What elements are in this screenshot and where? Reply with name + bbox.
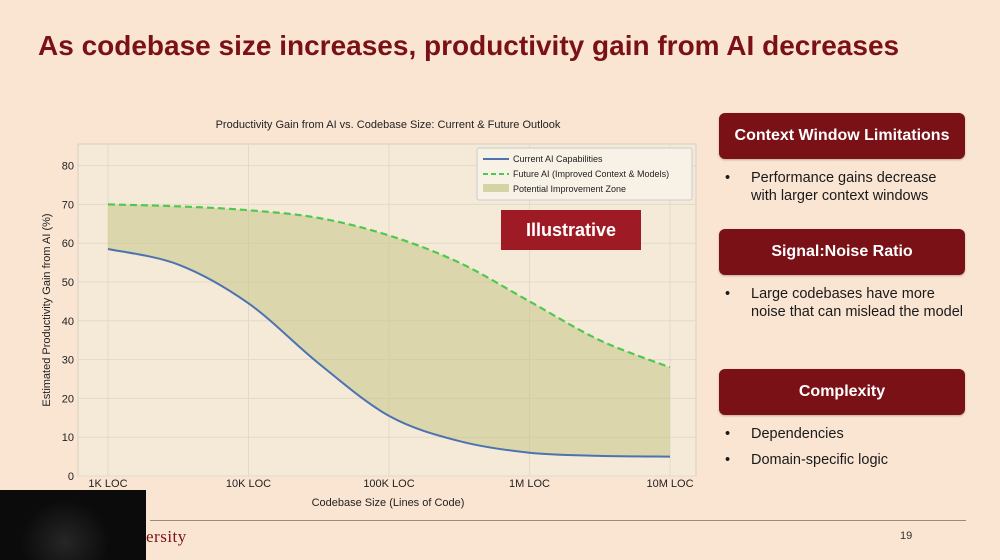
bullet-text: Domain-specific logic: [751, 452, 888, 468]
series-line-future: [107, 203, 671, 369]
list-item: • Performance gains decrease with larger…: [725, 169, 965, 205]
y-tick-label: 70: [62, 199, 74, 211]
legend-label-current: Current AI Capabilities: [513, 154, 603, 164]
list-item: • Dependencies: [725, 425, 965, 443]
legend-box: [476, 147, 693, 201]
section-complexity: Complexity • Dependencies • Domain-speci…: [719, 369, 965, 477]
x-tick-label: 100K LOC: [363, 478, 414, 490]
band-layer: [108, 204, 670, 457]
bullet-text: Performance gains decrease with larger c…: [751, 170, 937, 204]
section-signal-noise: Signal:Noise Ratio • Large codebases hav…: [719, 229, 965, 329]
slide-title: As codebase size increases, productivity…: [38, 30, 900, 61]
list-item: • Domain-specific logic: [725, 451, 965, 469]
legend-swatch-band: [483, 184, 509, 192]
section-header-complexity: Complexity: [719, 369, 965, 415]
y-tick-labels: 0 10 20 30 40 50 60 70 80: [62, 161, 74, 483]
legend-label-future: Future AI (Improved Context & Models): [513, 169, 669, 179]
legend-label-band: Potential Improvement Zone: [513, 184, 626, 194]
section-context-window: Context Window Limitations • Performance…: [719, 113, 965, 213]
webcam-overlay: [0, 490, 146, 560]
page-number: 19: [900, 530, 913, 542]
x-tick-label: 10K LOC: [226, 478, 271, 490]
illustrative-badge-bg: [501, 210, 641, 250]
x-tick-label: 1M LOC: [509, 478, 550, 490]
section-list-signal-noise: • Large codebases have more noise that c…: [719, 285, 965, 321]
section-header-signal-noise: Signal:Noise Ratio: [719, 229, 965, 275]
bullet-icon: •: [725, 170, 731, 186]
y-tick-label: 0: [68, 471, 74, 483]
illustrative-label: Illustrative: [526, 220, 616, 240]
improvement-zone-area: [108, 204, 670, 457]
chart-title: Productivity Gain from AI vs. Codebase S…: [216, 119, 561, 131]
bullet-icon: •: [725, 426, 731, 442]
chart-svg: Productivity Gain from AI vs. Codebase S…: [41, 119, 697, 509]
y-tick-label: 20: [62, 393, 74, 405]
x-tick-label: 1K LOC: [88, 478, 127, 490]
x-tick-label: 10M LOC: [646, 478, 693, 490]
section-list-context-window: • Performance gains decrease with larger…: [719, 169, 965, 205]
y-tick-label: 10: [62, 432, 74, 444]
y-tick-label: 60: [62, 238, 74, 250]
series-line-current: [107, 248, 671, 458]
bullet-text: Dependencies: [751, 426, 844, 442]
bullet-icon: •: [725, 286, 731, 302]
bullet-text: Large codebases have more noise that can…: [751, 286, 963, 320]
series-layer: [107, 203, 671, 458]
y-axis-label: Estimated Productivity Gain from AI (%): [41, 213, 53, 406]
footer-divider: [150, 520, 966, 521]
y-tick-label: 80: [62, 161, 74, 173]
x-axis-label: Codebase Size (Lines of Code): [312, 497, 465, 509]
y-tick-label: 50: [62, 277, 74, 289]
bullet-icon: •: [725, 452, 731, 468]
x-tick-labels: 1K LOC 10K LOC 100K LOC 1M LOC 10M LOC: [88, 478, 693, 490]
section-list-complexity: • Dependencies • Domain-specific logic: [719, 425, 965, 469]
y-tick-label: 30: [62, 355, 74, 367]
illustrative-badge: Illustrative: [501, 210, 641, 250]
university-logo-text: ersity: [146, 527, 187, 546]
list-item: • Large codebases have more noise that c…: [725, 285, 965, 321]
chart: Productivity Gain from AI vs. Codebase S…: [30, 108, 710, 518]
y-tick-label: 40: [62, 316, 74, 328]
legend: Current AI Capabilities Future AI (Impro…: [476, 147, 693, 201]
section-header-context-window: Context Window Limitations: [719, 113, 965, 159]
